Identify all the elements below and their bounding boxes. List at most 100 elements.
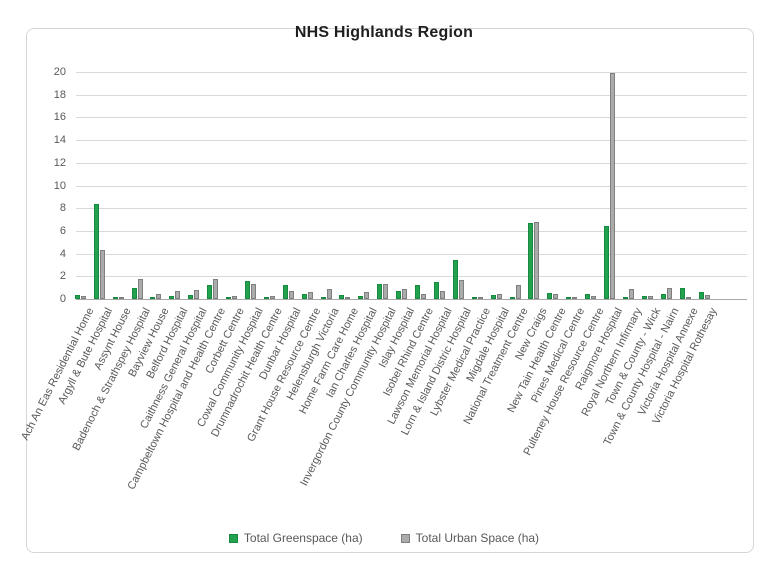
greenspace-bar bbox=[226, 297, 231, 299]
bar-group bbox=[585, 293, 597, 299]
y-tick-label: 4 bbox=[59, 247, 66, 260]
urban-bar bbox=[307, 292, 313, 299]
bar-group bbox=[433, 281, 445, 299]
greenspace-bar bbox=[509, 297, 515, 299]
greenspace-bar bbox=[263, 296, 269, 299]
legend-label: Total Urban Space (ha) bbox=[415, 531, 540, 545]
urban-bar bbox=[213, 278, 219, 299]
bar-group bbox=[112, 296, 124, 299]
urban-bar bbox=[515, 284, 521, 299]
urban-bar bbox=[553, 293, 559, 299]
greenspace-legend-swatch bbox=[228, 533, 238, 543]
chart-title: NHS Highlands Region bbox=[294, 24, 474, 41]
urban-bar bbox=[704, 295, 710, 299]
greenspace-bar bbox=[244, 280, 250, 299]
greenspace-bar bbox=[528, 222, 534, 299]
urban-bar bbox=[269, 296, 275, 299]
y-gridline bbox=[76, 72, 747, 73]
urban-bar bbox=[194, 289, 200, 299]
y-tick-label: 8 bbox=[59, 202, 66, 215]
urban-bar bbox=[326, 288, 332, 299]
greenspace-bar bbox=[131, 287, 137, 299]
y-gridline bbox=[76, 185, 747, 187]
urban-bar bbox=[118, 296, 124, 299]
bar-group bbox=[244, 280, 256, 299]
urban-bar bbox=[364, 292, 370, 299]
y-tick-label: 12 bbox=[53, 156, 66, 169]
y-gridline bbox=[76, 117, 747, 119]
greenspace-bar bbox=[188, 295, 194, 299]
urban-bar bbox=[496, 293, 502, 299]
greenspace-bar bbox=[282, 285, 288, 299]
bar-group bbox=[74, 295, 86, 299]
legend-item: Total Greenspace (ha) bbox=[228, 531, 363, 545]
legend: Total Greenspace (ha) Total Urban Space (… bbox=[0, 531, 768, 545]
urban-bar bbox=[232, 296, 237, 299]
greenspace-bar bbox=[415, 285, 420, 299]
bar-group bbox=[282, 285, 294, 299]
y-tick-label: 0 bbox=[59, 293, 66, 305]
bar-group bbox=[301, 292, 313, 299]
urban-bar bbox=[572, 296, 578, 299]
legend-item: Total Urban Space (ha) bbox=[400, 531, 540, 545]
greenspace-bar bbox=[566, 297, 572, 299]
bar-group bbox=[660, 287, 672, 299]
urban-bar bbox=[666, 287, 672, 299]
urban-bar bbox=[402, 288, 408, 299]
greenspace-bar bbox=[150, 297, 156, 299]
urban-bar bbox=[421, 294, 426, 299]
greenspace-bar bbox=[169, 295, 175, 299]
urban-bar bbox=[647, 296, 653, 299]
bar-group bbox=[452, 260, 464, 299]
greenspace-bar bbox=[396, 290, 402, 299]
plot-area bbox=[74, 72, 747, 300]
urban-bar bbox=[610, 73, 615, 299]
urban-bar bbox=[80, 295, 86, 299]
y-gridline bbox=[76, 140, 747, 142]
urban-bar bbox=[685, 296, 691, 299]
urban-bar bbox=[156, 294, 162, 299]
bar-group bbox=[679, 287, 691, 299]
greenspace-bar bbox=[93, 203, 99, 299]
bar-group bbox=[528, 221, 540, 299]
greenspace-bar bbox=[641, 295, 647, 299]
bar-group bbox=[188, 289, 200, 299]
y-gridline bbox=[76, 253, 747, 255]
bar-group bbox=[207, 278, 219, 299]
bar-group bbox=[226, 296, 237, 299]
x-axis-line bbox=[76, 299, 747, 300]
bar-group bbox=[547, 293, 559, 299]
greenspace-bar bbox=[452, 260, 458, 299]
bar-group bbox=[622, 289, 634, 299]
y-gridline bbox=[76, 94, 747, 96]
urban-bar bbox=[288, 291, 294, 299]
greenspace-bar bbox=[547, 293, 553, 299]
y-tick-label: 14 bbox=[53, 134, 66, 147]
greenspace-bar bbox=[433, 281, 439, 299]
bar-group bbox=[150, 294, 162, 299]
y-gridline bbox=[76, 162, 747, 164]
bar-group bbox=[377, 284, 389, 299]
legend-label: Total Greenspace (ha) bbox=[243, 531, 363, 545]
urban-bar bbox=[439, 290, 445, 299]
bar-group bbox=[263, 296, 275, 299]
greenspace-bar bbox=[490, 295, 496, 299]
urban-bar bbox=[99, 250, 105, 299]
bar-group bbox=[566, 296, 578, 299]
urban-legend-swatch bbox=[400, 533, 410, 543]
urban-bar bbox=[250, 284, 256, 299]
greenspace-bar bbox=[660, 294, 666, 299]
greenspace-bar bbox=[698, 292, 704, 299]
greenspace-bar bbox=[339, 295, 345, 299]
greenspace-bar bbox=[377, 284, 383, 299]
urban-bar bbox=[591, 295, 597, 299]
greenspace-bar bbox=[207, 285, 213, 299]
greenspace-bar bbox=[585, 293, 591, 299]
urban-bar bbox=[458, 280, 464, 299]
greenspace-bar bbox=[471, 297, 477, 299]
bar-group bbox=[320, 288, 332, 299]
urban-bar bbox=[137, 278, 143, 299]
y-tick-label: 6 bbox=[59, 224, 66, 237]
urban-bar bbox=[534, 221, 540, 299]
bar-group bbox=[169, 290, 181, 299]
